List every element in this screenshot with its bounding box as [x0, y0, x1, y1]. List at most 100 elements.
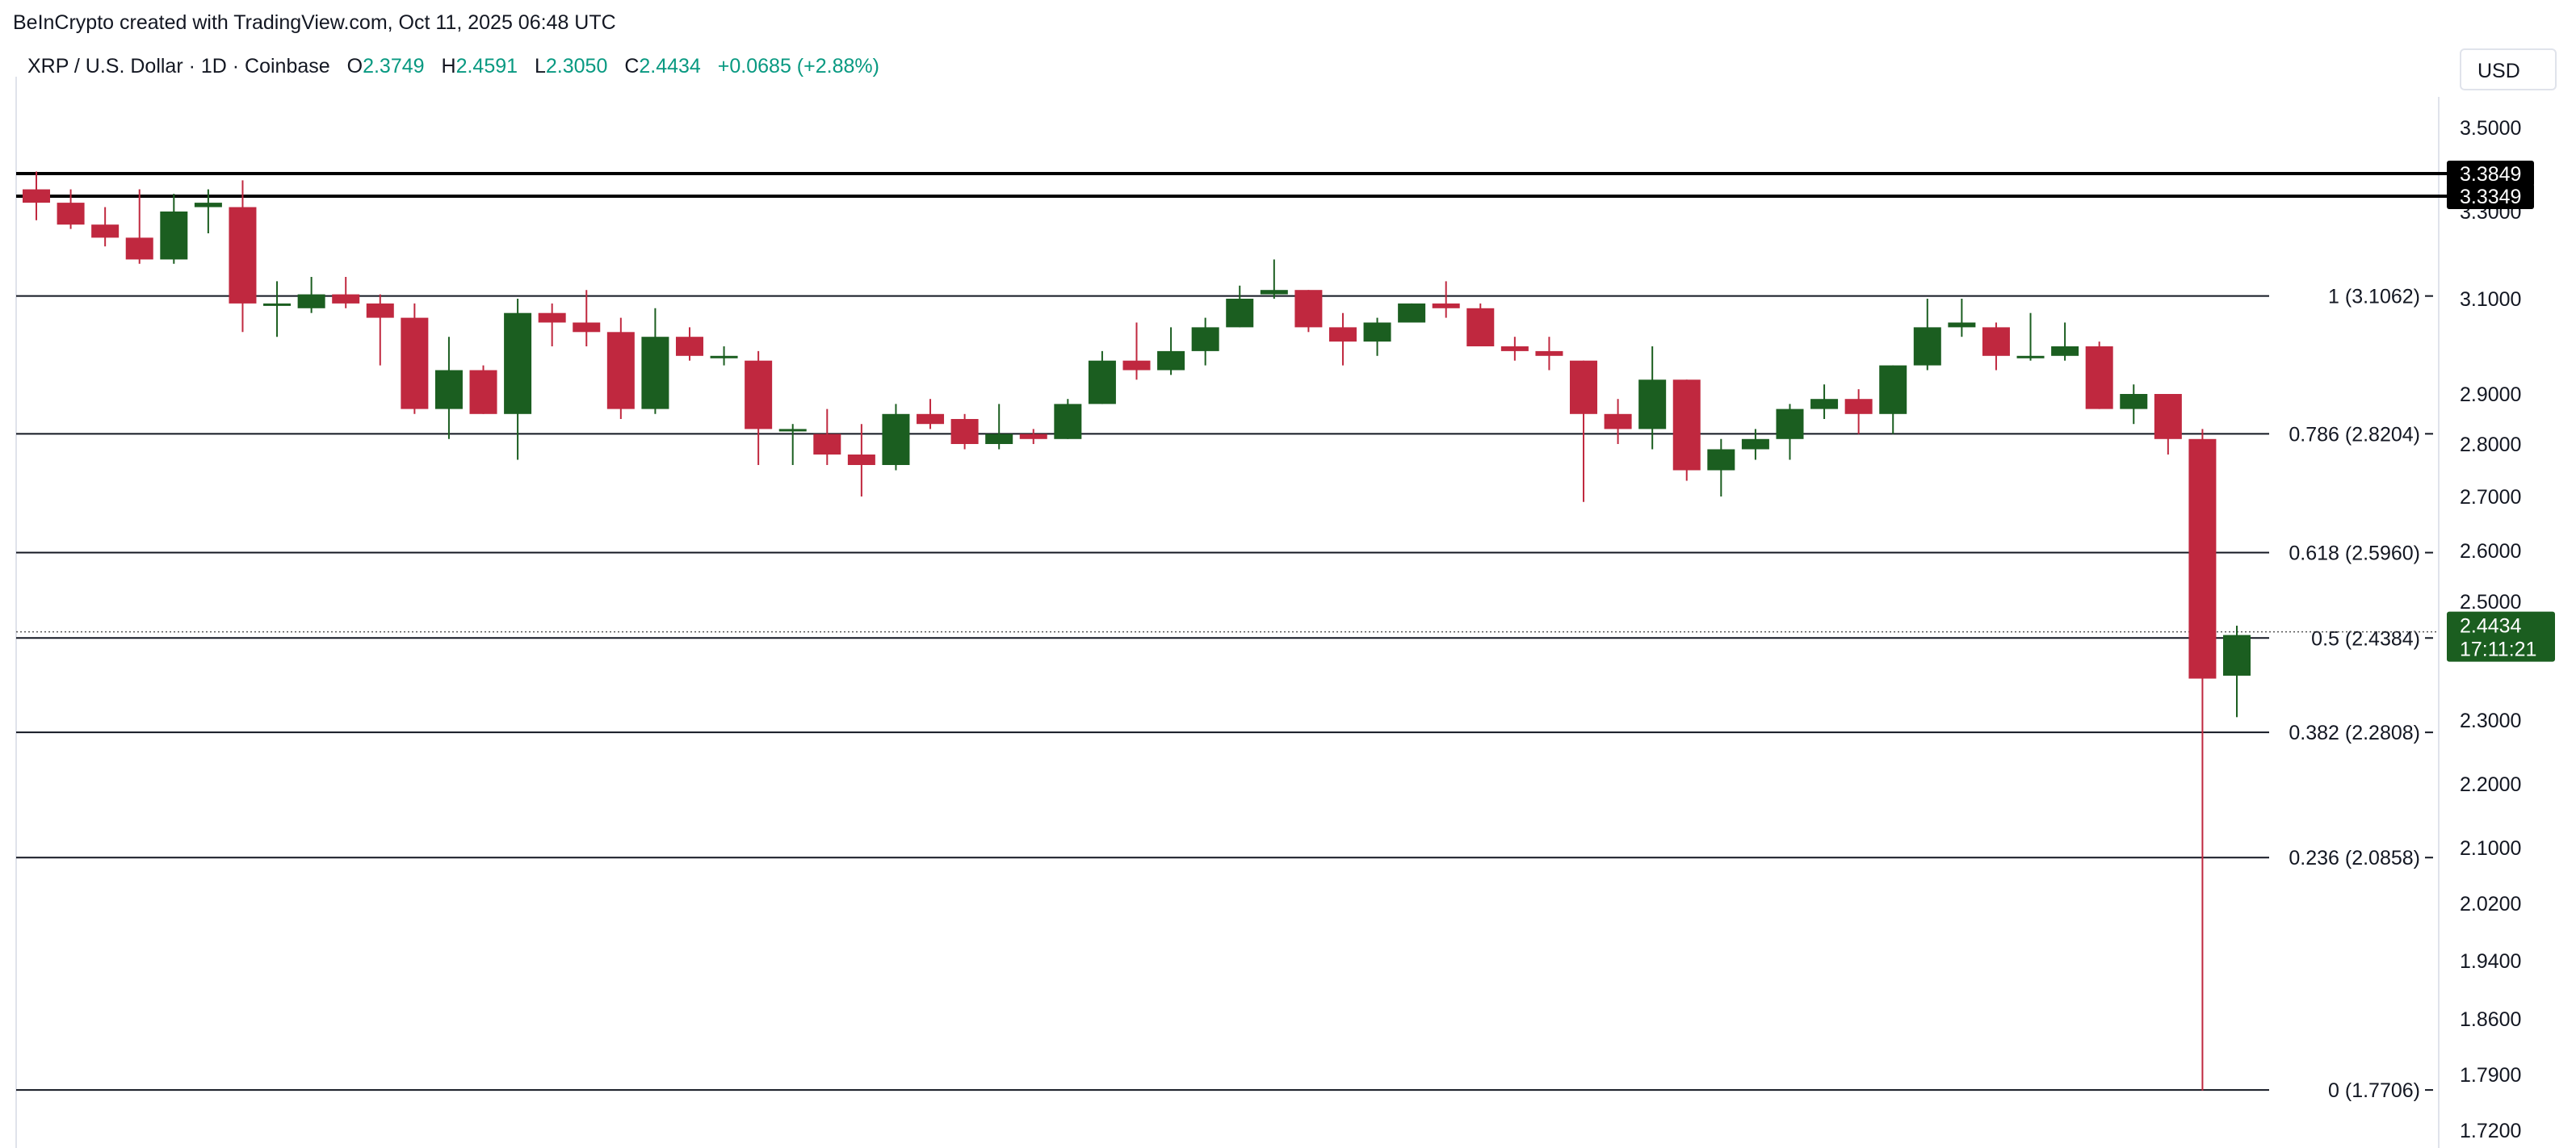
candle-body — [641, 337, 669, 409]
candle-body — [1260, 290, 1288, 295]
candle — [2120, 384, 2148, 425]
candle-body — [1294, 290, 1323, 328]
candle — [710, 346, 738, 366]
fib-label-0.786: 0.786 (2.8204) — [2289, 423, 2420, 446]
candle — [401, 303, 429, 414]
candle — [434, 337, 463, 439]
fib-label-0.236: 0.236 (2.0858) — [2289, 847, 2420, 869]
candle-body — [2085, 346, 2113, 409]
candle — [1638, 346, 1667, 450]
candle-body — [91, 224, 120, 238]
candle — [1466, 303, 1495, 346]
candle-body — [366, 303, 394, 318]
fib-label-0: 0 (1.7706) — [2328, 1079, 2420, 1102]
candle-body — [1466, 308, 1495, 346]
level-tag-bg-2 — [2447, 183, 2534, 209]
candle-body — [2188, 438, 2217, 679]
price-axis-tick: 1.7900 — [2460, 1064, 2521, 1087]
candle-body — [882, 413, 910, 465]
candle — [778, 424, 807, 465]
candle-body — [950, 419, 979, 444]
candle — [1672, 379, 1701, 481]
candle-body — [469, 370, 497, 414]
candle-body — [778, 429, 807, 432]
candle-body — [401, 317, 429, 409]
candle-body — [1570, 360, 1598, 414]
candle — [917, 399, 945, 429]
candle-body — [1191, 327, 1219, 351]
high-value: 2.4591 — [455, 55, 518, 78]
candle — [1776, 404, 1804, 460]
current-price-value: 2.4434 — [2460, 615, 2522, 638]
candle — [1122, 322, 1151, 380]
candle-body — [1122, 360, 1151, 371]
level-tag-1: 3.3849 — [2460, 163, 2521, 186]
candle-body — [2223, 635, 2251, 676]
candle-body — [538, 312, 566, 323]
candle — [1398, 303, 1426, 323]
high-label: H — [441, 55, 456, 78]
candle — [2051, 322, 2079, 361]
candle-body — [57, 203, 85, 225]
fib-label-0.5: 0.5 (2.4384) — [2311, 627, 2420, 650]
level-tag-2: 3.3349 — [2460, 186, 2521, 208]
candle-body — [573, 322, 601, 333]
price-axis-tick: 3.5000 — [2460, 117, 2521, 140]
candle — [1604, 399, 1632, 444]
candle — [2188, 429, 2217, 1091]
candle — [504, 299, 532, 460]
candle-body — [1776, 409, 1804, 439]
candle — [745, 350, 773, 465]
candle — [882, 404, 910, 471]
price-axis-tick: 2.1000 — [2460, 837, 2521, 860]
candle-body — [194, 203, 222, 207]
candle — [641, 308, 669, 414]
level-tag-bg-1 — [2447, 161, 2534, 186]
candle — [950, 413, 979, 450]
current-price-countdown: 17:11:21 — [2460, 639, 2536, 661]
candle — [1982, 322, 2010, 371]
candle-body — [297, 294, 325, 308]
low-value: 2.3050 — [545, 55, 608, 78]
chart-credit: BeInCrypto created with TradingView.com,… — [13, 11, 616, 34]
fib-label-1: 1 (3.1062) — [2328, 286, 2420, 308]
candle — [91, 207, 120, 247]
candle-body — [1157, 350, 1185, 371]
candle-body — [606, 332, 635, 409]
candle — [1810, 384, 1839, 419]
candle-body — [1879, 365, 1907, 414]
candle — [573, 290, 601, 346]
candle-body — [2154, 394, 2182, 439]
candle-body — [917, 413, 945, 425]
candle — [813, 409, 841, 465]
candle-body — [434, 370, 463, 409]
candle — [2085, 341, 2113, 409]
candle-body — [125, 237, 153, 260]
candle-body — [1844, 399, 1873, 414]
candle — [1535, 337, 1563, 371]
open-value: 2.3749 — [363, 55, 425, 78]
candle-body — [745, 360, 773, 429]
candle — [1328, 312, 1357, 366]
candle — [160, 194, 188, 264]
candle-body — [1363, 322, 1391, 342]
candle-body — [985, 434, 1013, 444]
candle — [847, 424, 875, 496]
price-axis-tick: 1.7200 — [2460, 1120, 2521, 1142]
candle-body — [1741, 438, 1769, 450]
candle-body — [1913, 327, 1941, 366]
candle-body — [1604, 413, 1632, 429]
price-axis-tick: 2.3000 — [2460, 710, 2521, 732]
price-axis-tick: 2.8000 — [2460, 434, 2521, 456]
fib-label-0.618: 0.618 (2.5960) — [2289, 543, 2420, 565]
candle — [125, 189, 153, 264]
candle-body — [1398, 303, 1426, 323]
candle-body — [675, 337, 703, 356]
candle — [1191, 317, 1219, 366]
price-axis-tick: 2.5000 — [2460, 591, 2521, 614]
candle-body — [847, 455, 875, 465]
candle-body — [1707, 449, 1735, 471]
candle — [229, 180, 257, 333]
currency-button[interactable]: USD — [2460, 48, 2557, 90]
